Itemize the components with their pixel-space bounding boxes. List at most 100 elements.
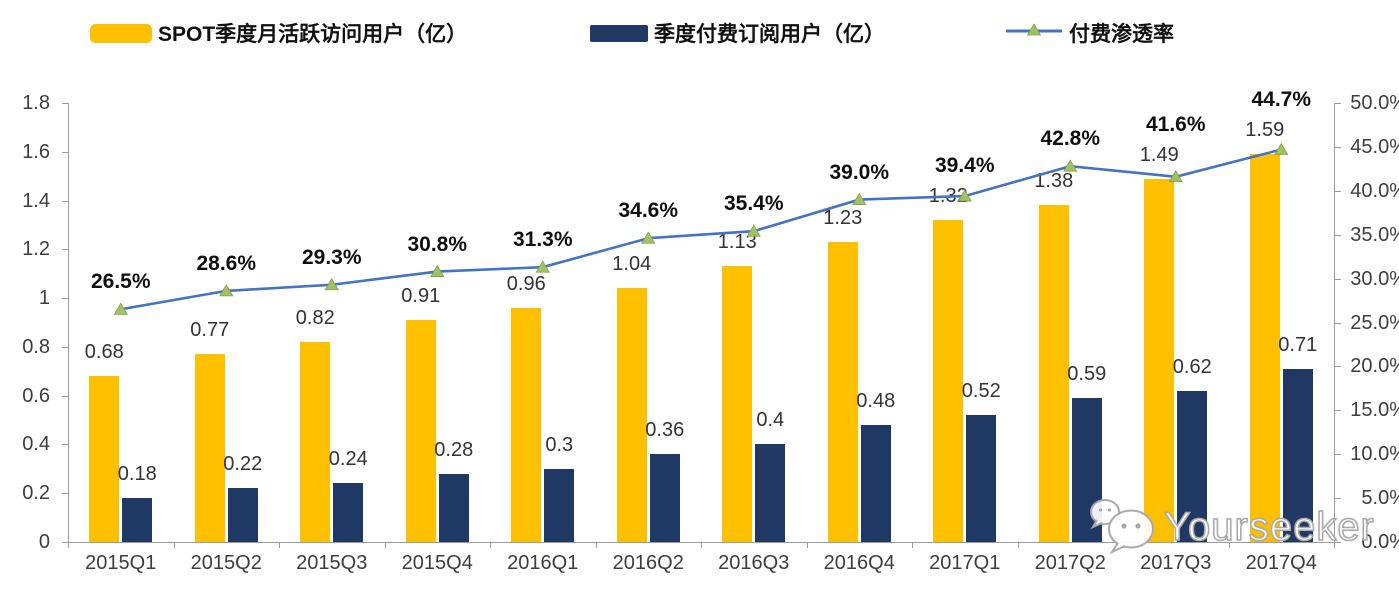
x-axis-label: 2015Q4 bbox=[401, 552, 473, 574]
right-axis-tick bbox=[1335, 366, 1341, 368]
mau-bar bbox=[616, 288, 647, 542]
mau-bar bbox=[194, 354, 225, 542]
watermark: Yourseeker bbox=[1088, 496, 1375, 558]
left-axis-label: 0.6 bbox=[22, 384, 50, 407]
subscriber-bar bbox=[966, 415, 997, 542]
x-axis-tick bbox=[1334, 542, 1335, 548]
x-axis-tick bbox=[384, 542, 386, 548]
x-axis-label: 2015Q1 bbox=[85, 552, 157, 574]
subscriber-value-label: 0.24 bbox=[328, 448, 368, 471]
subscriber-bar bbox=[227, 488, 258, 542]
subscriber-value-label: 0.36 bbox=[645, 419, 685, 442]
mau-value-label: 0.82 bbox=[295, 307, 335, 329]
right-axis-tick bbox=[1335, 103, 1341, 104]
right-axis-label: 30.0% bbox=[1350, 267, 1399, 290]
triangle-marker bbox=[641, 231, 656, 244]
x-axis-label: 2016Q3 bbox=[718, 552, 790, 574]
x-axis-label: 2017Q2 bbox=[1034, 552, 1106, 574]
penetration-value-label: 39.4% bbox=[934, 154, 995, 178]
x-axis-label: 2015Q2 bbox=[190, 552, 262, 574]
legend-item-mau: SPOT季度月活跃访问用户（亿） bbox=[90, 18, 467, 48]
penetration-value-label: 34.6% bbox=[618, 199, 679, 223]
x-axis-label: 2016Q4 bbox=[823, 552, 895, 574]
right-axis-label: 20.0% bbox=[1350, 355, 1399, 378]
left-axis-label: 1 bbox=[38, 287, 50, 310]
penetration-value-label: 26.5% bbox=[90, 270, 151, 294]
x-axis-tick bbox=[701, 542, 702, 548]
mau-value-label: 1.04 bbox=[612, 253, 652, 276]
mau-bar bbox=[511, 307, 542, 542]
triangle-marker bbox=[535, 260, 550, 273]
left-axis-tick bbox=[62, 298, 68, 300]
left-axis-label: 0 bbox=[38, 531, 50, 553]
mau-value-label: 1.32 bbox=[928, 185, 968, 208]
x-axis-label: 2017Q1 bbox=[929, 552, 1001, 574]
left-axis-label: 0.8 bbox=[22, 335, 50, 358]
x-axis-tick bbox=[1228, 542, 1230, 548]
subscriber-bar bbox=[122, 498, 153, 542]
right-axis-label: 45.0% bbox=[1350, 135, 1399, 158]
left-axis-tick bbox=[62, 103, 68, 104]
x-axis-tick bbox=[595, 542, 597, 548]
penetration-value-label: 28.6% bbox=[196, 251, 257, 275]
subscriber-value-label: 0.3 bbox=[545, 433, 574, 456]
right-axis-tick bbox=[1335, 278, 1341, 280]
subscriber-value-label: 0.4 bbox=[756, 409, 785, 432]
mau-value-label: 0.77 bbox=[190, 319, 230, 342]
subscriber-value-label: 0.18 bbox=[117, 463, 157, 486]
subscriber-bar bbox=[544, 468, 575, 542]
subscriber-bar bbox=[860, 424, 891, 542]
subscriber-bar bbox=[649, 454, 680, 542]
right-axis-tick bbox=[1335, 498, 1341, 500]
right-axis-label: 50.0% bbox=[1350, 92, 1399, 114]
left-axis-label: 0.4 bbox=[22, 433, 50, 456]
triangle-marker bbox=[430, 264, 445, 277]
subscriber-bar bbox=[438, 473, 469, 542]
subscriber-bar bbox=[1282, 368, 1313, 542]
mau-bar bbox=[300, 342, 331, 542]
triangle-marker bbox=[219, 284, 234, 297]
right-axis-tick bbox=[1335, 410, 1341, 412]
left-axis-tick bbox=[62, 151, 68, 153]
left-axis-tick bbox=[62, 395, 68, 397]
x-axis-tick bbox=[173, 542, 175, 548]
right-axis-tick bbox=[1335, 322, 1341, 324]
right-axis-tick bbox=[1335, 234, 1341, 236]
triangle-marker bbox=[1274, 142, 1289, 155]
mau-value-label: 0.68 bbox=[84, 341, 124, 364]
penetration-value-label: 35.4% bbox=[723, 192, 784, 216]
mau-value-label: 1.59 bbox=[1245, 119, 1285, 142]
x-axis-tick bbox=[912, 542, 913, 548]
mau-value-label: 0.91 bbox=[401, 285, 441, 308]
subscriber-bar bbox=[1177, 390, 1208, 542]
mau-bar bbox=[405, 320, 436, 542]
x-axis-tick bbox=[806, 542, 808, 548]
left-axis-tick bbox=[62, 493, 68, 495]
right-axis-label: 0.0% bbox=[1361, 531, 1399, 553]
mau-bar-swatch bbox=[90, 23, 152, 43]
right-axis-tick bbox=[1335, 542, 1341, 543]
left-axis-tick bbox=[62, 444, 68, 446]
subscriber-value-label: 0.71 bbox=[1278, 333, 1318, 356]
left-axis-tick bbox=[62, 200, 68, 202]
x-axis-tick bbox=[490, 542, 491, 548]
x-axis-label: 2016Q1 bbox=[507, 552, 579, 574]
legend-label-penetration: 付费渗透率 bbox=[1069, 23, 1174, 46]
x-axis-label: 2016Q2 bbox=[612, 552, 684, 574]
right-axis-label: 5.0% bbox=[1361, 487, 1399, 510]
penetration-value-label: 39.0% bbox=[829, 160, 890, 184]
left-axis-label: 1.4 bbox=[22, 189, 50, 212]
x-axis-tick bbox=[1017, 542, 1019, 548]
right-axis-tick bbox=[1335, 190, 1341, 192]
right-axis-line bbox=[1334, 103, 1335, 542]
subscriber-value-label: 0.22 bbox=[223, 453, 263, 476]
penetration-value-label: 30.8% bbox=[407, 232, 468, 256]
right-axis-label: 35.0% bbox=[1350, 223, 1399, 246]
mau-value-label: 1.13 bbox=[717, 231, 757, 254]
triangle-marker bbox=[324, 277, 339, 291]
x-axis-tick bbox=[279, 542, 280, 548]
x-axis-label: 2017Q3 bbox=[1140, 552, 1212, 574]
left-axis-line bbox=[68, 103, 69, 542]
x-axis-label: 2017Q4 bbox=[1245, 552, 1317, 574]
